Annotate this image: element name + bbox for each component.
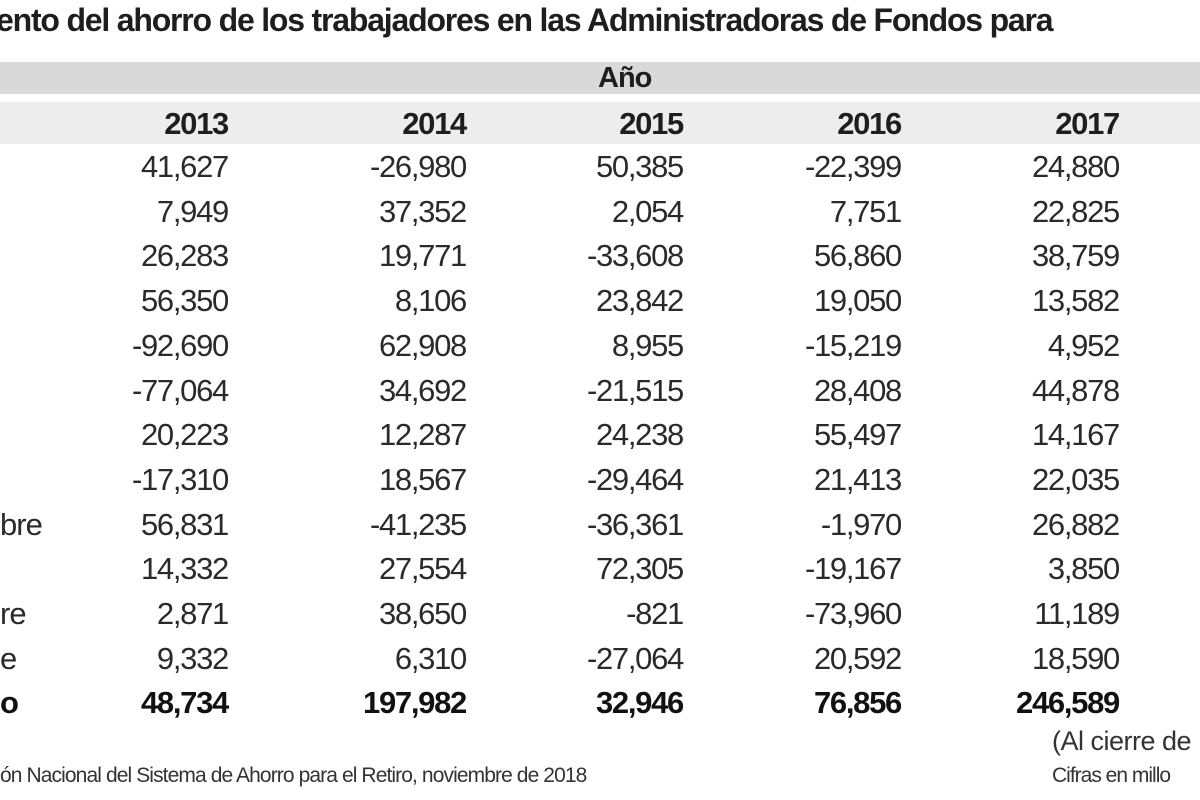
table-cell: 2,054 bbox=[611, 193, 684, 229]
table-cell: 55,497 bbox=[813, 417, 902, 453]
year-header: 2015 bbox=[619, 106, 684, 141]
table-cell: -73,960 bbox=[804, 596, 902, 631]
table-cell: -41,235 bbox=[369, 506, 467, 542]
table-cell: -36,361 bbox=[586, 506, 684, 542]
table-cell: 12,287 bbox=[378, 417, 467, 453]
table-cell: 14,167 bbox=[1031, 417, 1120, 453]
table-title: ento del ahorro de los trabajadores en l… bbox=[0, 2, 1054, 38]
total-label: o bbox=[0, 685, 19, 721]
table-cell: 50,385 bbox=[595, 149, 684, 184]
table-cell: 27,554 bbox=[378, 551, 467, 587]
table-cell: 21,413 bbox=[813, 461, 902, 497]
table-cell: -29,464 bbox=[586, 461, 684, 497]
table-cell: 24,880 bbox=[1031, 149, 1120, 184]
total-cell: 32,946 bbox=[595, 685, 684, 721]
table-cell: 18,590 bbox=[1031, 640, 1120, 676]
table-cell: 41,627 bbox=[140, 149, 229, 184]
table-cell: 44,878 bbox=[1031, 372, 1120, 408]
table-cell: 19,771 bbox=[378, 238, 467, 274]
table-cell: -19,167 bbox=[804, 551, 902, 587]
units-note: Cifras en millo bbox=[1052, 764, 1171, 787]
row-label: e bbox=[0, 640, 17, 676]
total-cell: 197,982 bbox=[363, 685, 467, 721]
table-cell: -33,608 bbox=[586, 238, 684, 274]
table-cell: -21,515 bbox=[586, 372, 684, 408]
year-header: 2014 bbox=[402, 106, 467, 141]
table-cell: 4,952 bbox=[1047, 327, 1120, 363]
year-group-label: Año bbox=[598, 62, 652, 94]
table-cell: -92,690 bbox=[131, 327, 229, 363]
table-cell: 20,223 bbox=[140, 417, 229, 453]
table-cell: -26,980 bbox=[369, 149, 467, 184]
table-cell: 37,352 bbox=[378, 193, 467, 229]
year-header: 2016 bbox=[837, 106, 902, 141]
row-label: re bbox=[0, 596, 27, 631]
table-cell: 13,582 bbox=[1031, 283, 1120, 319]
total-cell: 76,856 bbox=[813, 685, 902, 721]
year-group-header: Año bbox=[0, 62, 1200, 94]
table-cell: -22,399 bbox=[804, 149, 902, 184]
table-cell: -17,310 bbox=[131, 461, 229, 497]
total-cell: 48,734 bbox=[140, 685, 229, 721]
table-cell: -1,970 bbox=[820, 506, 902, 542]
table-cell: 22,035 bbox=[1031, 461, 1120, 497]
table-cell: 56,350 bbox=[140, 283, 229, 319]
table-cell: 8,106 bbox=[394, 283, 467, 319]
table-cell: 14,332 bbox=[140, 551, 229, 587]
table-cell: 2,871 bbox=[156, 596, 229, 631]
table-cell: 11,189 bbox=[1034, 596, 1120, 631]
table-cell: 26,882 bbox=[1031, 506, 1120, 542]
source-note: ón Nacional del Sistema de Ahorro para e… bbox=[0, 764, 587, 787]
table-cell: 56,860 bbox=[813, 238, 902, 274]
table-cell: 7,751 bbox=[829, 193, 902, 229]
table-cell: -15,219 bbox=[804, 327, 902, 363]
table-cell: 22,825 bbox=[1031, 193, 1120, 229]
table-cell: 56,831 bbox=[140, 506, 229, 542]
table-cell: 7,949 bbox=[156, 193, 229, 229]
closing-note: (Al cierre de bbox=[1052, 726, 1192, 756]
table-cell: 38,650 bbox=[378, 596, 467, 631]
table-cell: 72,305 bbox=[595, 551, 684, 587]
table-cell: 6,310 bbox=[394, 640, 467, 676]
table-cell: 19,050 bbox=[813, 283, 902, 319]
table-cell: 3,850 bbox=[1047, 551, 1120, 587]
table-cell: -821 bbox=[626, 596, 684, 631]
row-label: bre bbox=[0, 506, 43, 542]
table-cell: 18,567 bbox=[378, 461, 467, 497]
table-cell: 8,955 bbox=[611, 327, 684, 363]
year-header: 2017 bbox=[1055, 106, 1120, 141]
table-cell: 34,692 bbox=[378, 372, 467, 408]
total-cell: 246,589 bbox=[1016, 685, 1120, 721]
table-cell: 28,408 bbox=[813, 372, 902, 408]
table-cell: 38,759 bbox=[1031, 238, 1120, 274]
table-cell: 20,592 bbox=[813, 640, 902, 676]
table-cell: 9,332 bbox=[156, 640, 229, 676]
table-cell: 26,283 bbox=[140, 238, 229, 274]
year-header: 2013 bbox=[164, 106, 229, 141]
table-cell: 62,908 bbox=[378, 327, 467, 363]
table-cell: -27,064 bbox=[586, 640, 684, 676]
table-cell: 23,842 bbox=[595, 283, 684, 319]
table-cell: 24,238 bbox=[595, 417, 684, 453]
year-header-row bbox=[0, 102, 1200, 144]
table-cell: -77,064 bbox=[131, 372, 229, 408]
